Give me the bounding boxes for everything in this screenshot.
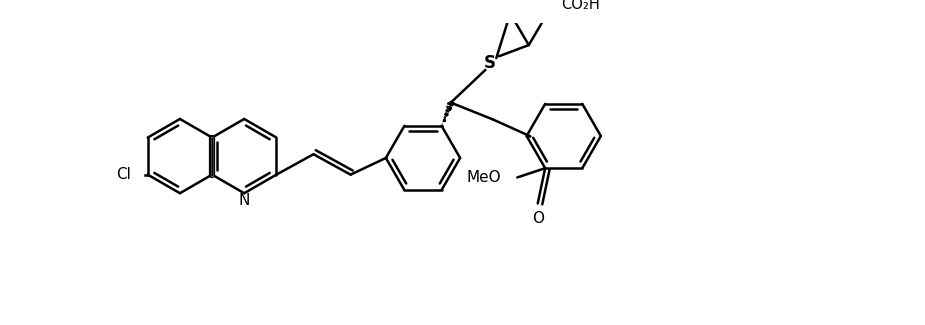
Text: Cl: Cl (117, 167, 131, 182)
Text: N: N (239, 193, 250, 208)
Text: MeO: MeO (467, 170, 501, 185)
Text: O: O (532, 211, 544, 226)
Text: S: S (484, 54, 496, 72)
Text: CO₂H: CO₂H (561, 0, 600, 12)
